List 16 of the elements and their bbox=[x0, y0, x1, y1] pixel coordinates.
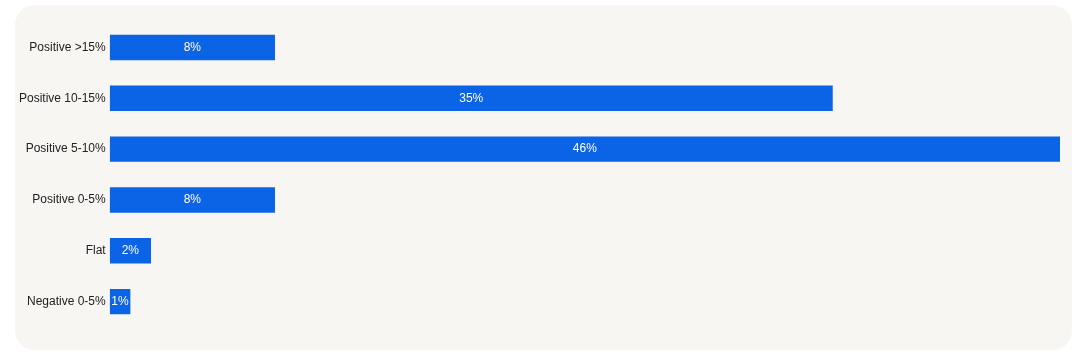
bar bbox=[109, 34, 275, 61]
data-label: 35% bbox=[459, 90, 484, 105]
y-tick-label: Positive >15% bbox=[29, 39, 107, 54]
y-tick-label: Positive 10-15% bbox=[18, 90, 107, 105]
data-label: 2% bbox=[121, 243, 140, 258]
bar bbox=[109, 85, 833, 111]
data-label: 8% bbox=[183, 192, 202, 207]
data-label: 1% bbox=[111, 293, 130, 308]
data-label: 46% bbox=[572, 141, 598, 156]
data-label: 8% bbox=[183, 39, 202, 54]
y-tick-label: Negative 0-5% bbox=[26, 293, 107, 308]
bar bbox=[109, 187, 275, 213]
bar bbox=[109, 136, 1060, 162]
y-tick-label: Flat bbox=[85, 243, 107, 258]
y-tick-label: Positive 0-5% bbox=[32, 192, 107, 207]
y-tick-label: Positive 5-10% bbox=[25, 141, 107, 156]
